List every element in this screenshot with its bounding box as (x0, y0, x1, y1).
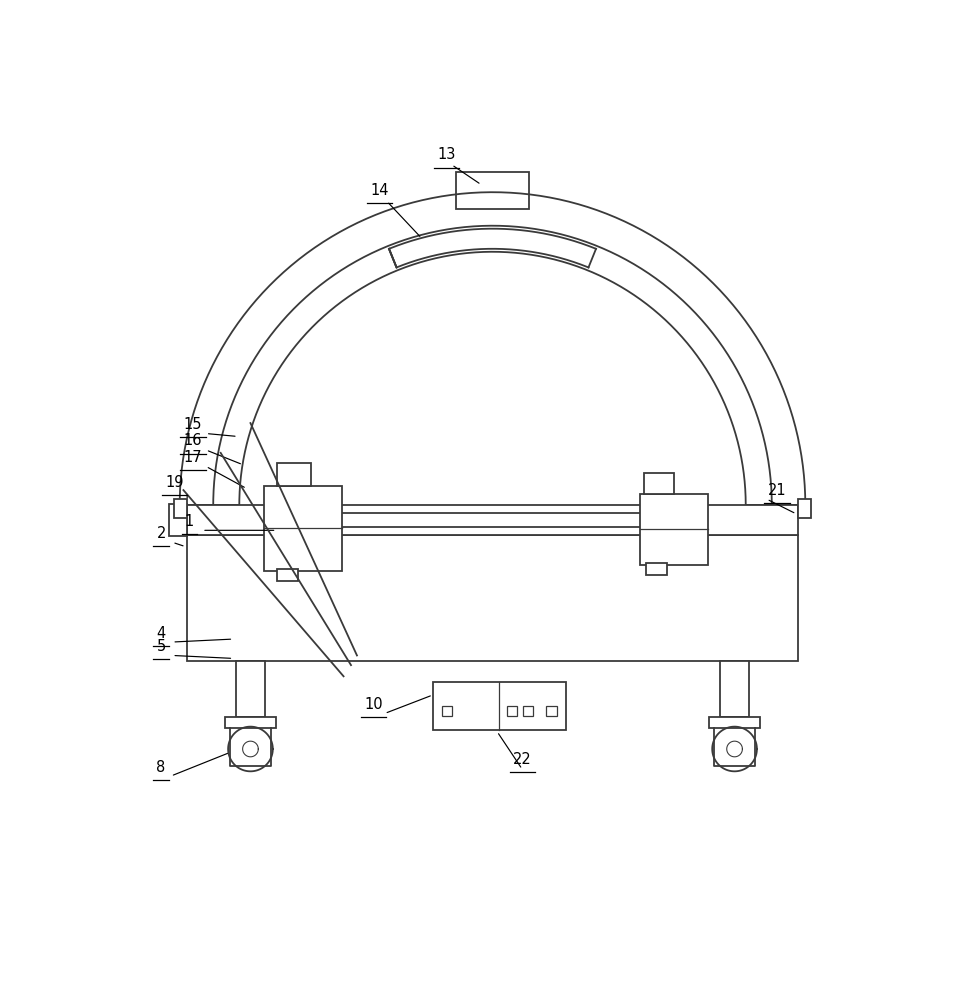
Text: 14: 14 (370, 183, 388, 198)
Bar (295, 513, 690, 527)
Bar (640, 494, 708, 565)
Bar (168, 504, 187, 536)
Text: 13: 13 (437, 147, 456, 162)
Bar (278, 463, 310, 486)
Bar (235, 661, 265, 717)
Text: 5: 5 (157, 639, 165, 654)
Bar (523, 706, 533, 716)
Bar (278, 569, 298, 581)
Bar (546, 706, 556, 716)
Bar (442, 706, 453, 716)
Bar (432, 682, 565, 730)
Text: 8: 8 (157, 760, 165, 775)
Bar (506, 706, 517, 716)
Text: 15: 15 (184, 417, 203, 432)
Bar (798, 499, 811, 518)
Bar (456, 172, 529, 209)
Text: 16: 16 (184, 433, 203, 448)
Bar (187, 535, 798, 661)
Text: 19: 19 (165, 475, 184, 490)
Bar (187, 505, 798, 535)
Text: 4: 4 (157, 626, 165, 641)
Text: 22: 22 (513, 752, 531, 767)
Text: 10: 10 (364, 697, 382, 712)
Text: 21: 21 (768, 483, 786, 498)
Bar (225, 717, 276, 728)
Polygon shape (389, 229, 596, 267)
Text: 2: 2 (157, 526, 166, 541)
Bar (709, 717, 760, 728)
Bar (720, 661, 750, 717)
Bar (645, 473, 675, 494)
Bar (264, 486, 342, 571)
Bar (646, 563, 667, 575)
Text: 1: 1 (185, 514, 194, 529)
Bar (174, 499, 187, 518)
Text: 17: 17 (184, 450, 203, 465)
